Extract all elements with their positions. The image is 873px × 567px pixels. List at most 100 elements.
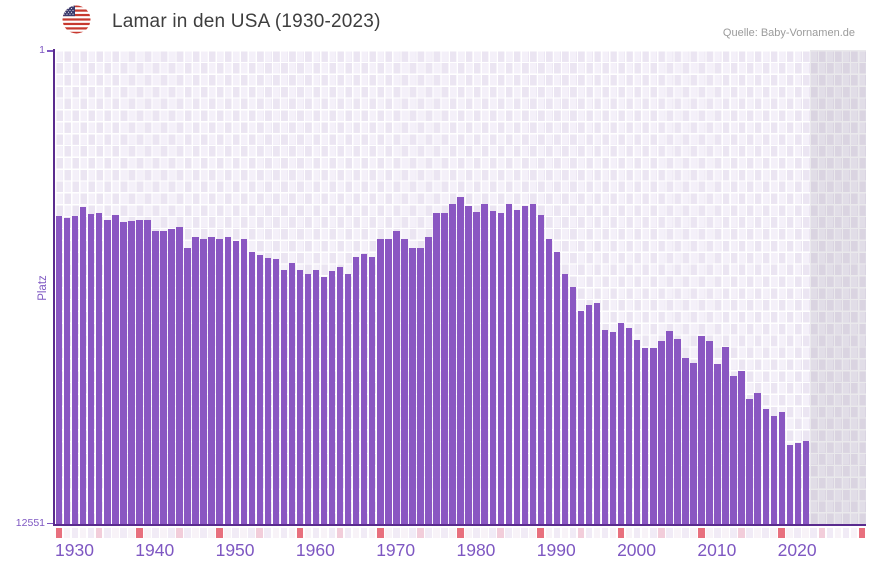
bar-1993[interactable] bbox=[561, 274, 569, 524]
bar-1962[interactable] bbox=[312, 270, 320, 524]
bar-1996[interactable] bbox=[585, 305, 593, 524]
bar-2021[interactable] bbox=[786, 444, 794, 524]
bar-1937[interactable] bbox=[112, 215, 119, 524]
bar-2018[interactable] bbox=[762, 409, 769, 524]
bar-1950[interactable] bbox=[216, 239, 223, 524]
bar-1991[interactable] bbox=[545, 239, 553, 524]
bar-2003[interactable] bbox=[642, 348, 649, 524]
bar-1988[interactable] bbox=[521, 206, 529, 524]
bar-1970[interactable] bbox=[377, 239, 384, 524]
bar-1969[interactable] bbox=[369, 257, 376, 524]
bar-1987[interactable] bbox=[513, 210, 520, 524]
bar-1965[interactable] bbox=[336, 266, 344, 524]
bar-1946[interactable] bbox=[184, 247, 191, 524]
bar-1931[interactable] bbox=[63, 217, 71, 524]
bar-1982[interactable] bbox=[473, 212, 480, 524]
bar-2013[interactable] bbox=[722, 346, 729, 524]
bar-2010[interactable] bbox=[698, 336, 705, 524]
bar-2004[interactable] bbox=[650, 347, 657, 524]
bar-2023[interactable] bbox=[802, 441, 810, 524]
bar-2015[interactable] bbox=[738, 371, 745, 524]
bar-1954[interactable] bbox=[248, 251, 256, 524]
bar-1938[interactable] bbox=[120, 222, 127, 524]
bar-1975[interactable] bbox=[417, 248, 424, 524]
bar-1983[interactable] bbox=[481, 203, 488, 524]
bar-1989[interactable] bbox=[529, 204, 537, 524]
bar-2014[interactable] bbox=[730, 376, 737, 524]
bar-2000[interactable] bbox=[617, 323, 625, 524]
bar-1935[interactable] bbox=[96, 212, 103, 524]
bar-2005[interactable] bbox=[658, 340, 665, 524]
bar-1944[interactable] bbox=[168, 228, 175, 524]
bar-1963[interactable] bbox=[320, 277, 328, 524]
bar-1933[interactable] bbox=[79, 207, 87, 524]
bar-1936[interactable] bbox=[104, 220, 111, 524]
bar-2017[interactable] bbox=[754, 392, 761, 524]
bar-1976[interactable] bbox=[425, 236, 432, 524]
bar-1940[interactable] bbox=[136, 220, 143, 524]
bar-1971[interactable] bbox=[385, 239, 392, 524]
us-flag-icon bbox=[62, 5, 91, 34]
bar-1979[interactable] bbox=[449, 204, 456, 524]
bar-2011[interactable] bbox=[706, 340, 713, 524]
bar-1995[interactable] bbox=[577, 311, 585, 524]
year-cell-1988 bbox=[521, 528, 529, 538]
bar-1932[interactable] bbox=[71, 215, 79, 524]
bar-1941[interactable] bbox=[144, 220, 151, 524]
bar-1957[interactable] bbox=[272, 258, 280, 524]
year-cell-2013 bbox=[722, 528, 729, 538]
year-cell-2008 bbox=[682, 528, 689, 538]
bar-1977[interactable] bbox=[433, 213, 440, 524]
bar-2019[interactable] bbox=[770, 415, 777, 524]
bar-2022[interactable] bbox=[794, 443, 802, 524]
bar-1966[interactable] bbox=[344, 273, 352, 524]
bar-1967[interactable] bbox=[352, 257, 360, 524]
bar-1984[interactable] bbox=[489, 210, 496, 524]
bar-1994[interactable] bbox=[569, 286, 577, 524]
bar-1949[interactable] bbox=[208, 236, 215, 524]
bar-1978[interactable] bbox=[441, 212, 448, 524]
bar-1955[interactable] bbox=[256, 254, 264, 524]
bar-1951[interactable] bbox=[224, 236, 231, 524]
bar-1952[interactable] bbox=[232, 240, 239, 524]
bar-2002[interactable] bbox=[634, 340, 641, 524]
bar-1985[interactable] bbox=[497, 212, 504, 524]
bar-1974[interactable] bbox=[409, 247, 416, 524]
bar-1956[interactable] bbox=[264, 258, 272, 524]
bar-1930[interactable] bbox=[55, 215, 63, 524]
bar-1964[interactable] bbox=[328, 271, 336, 524]
bar-1953[interactable] bbox=[240, 238, 247, 524]
bar-1972[interactable] bbox=[393, 231, 400, 524]
bar-1999[interactable] bbox=[609, 332, 617, 524]
bar-2007[interactable] bbox=[674, 338, 681, 524]
bar-1942[interactable] bbox=[152, 231, 159, 524]
year-cell-1945 bbox=[176, 528, 183, 538]
bar-1990[interactable] bbox=[537, 214, 545, 524]
bar-2016[interactable] bbox=[746, 398, 753, 524]
bar-1961[interactable] bbox=[304, 273, 312, 524]
bar-1934[interactable] bbox=[88, 213, 95, 524]
bar-2001[interactable] bbox=[626, 327, 633, 524]
bar-1939[interactable] bbox=[128, 221, 135, 524]
year-cell-1936 bbox=[103, 528, 111, 538]
bar-1973[interactable] bbox=[401, 239, 408, 524]
bar-2009[interactable] bbox=[690, 363, 697, 524]
bar-2020[interactable] bbox=[778, 411, 785, 524]
bar-1943[interactable] bbox=[160, 230, 167, 524]
bar-1968[interactable] bbox=[361, 253, 368, 524]
bar-2008[interactable] bbox=[682, 358, 689, 524]
bar-1960[interactable] bbox=[296, 270, 304, 524]
bar-1992[interactable] bbox=[553, 252, 561, 524]
bar-1980[interactable] bbox=[457, 197, 464, 524]
bar-1959[interactable] bbox=[288, 262, 296, 524]
bar-1997[interactable] bbox=[593, 303, 601, 524]
bar-2012[interactable] bbox=[714, 364, 721, 524]
bar-1945[interactable] bbox=[176, 227, 183, 524]
bar-1998[interactable] bbox=[601, 330, 609, 524]
bar-1947[interactable] bbox=[192, 237, 199, 524]
bar-1948[interactable] bbox=[200, 238, 207, 524]
bar-1986[interactable] bbox=[505, 204, 512, 524]
bar-2006[interactable] bbox=[666, 331, 673, 524]
bar-1981[interactable] bbox=[465, 206, 472, 524]
bar-1958[interactable] bbox=[280, 270, 288, 524]
